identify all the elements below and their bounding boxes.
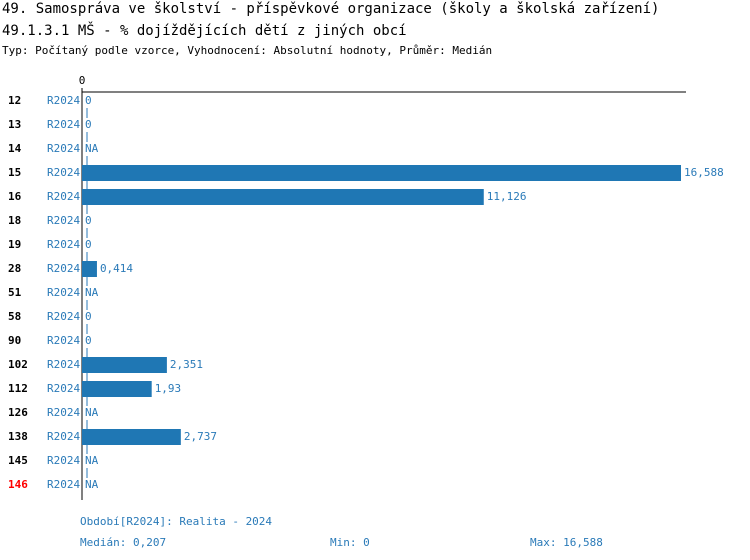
series-label: R2024 [47,358,80,371]
value-label: 11,126 [487,190,527,203]
category-label: 16 [8,190,22,203]
series-label: R2024 [47,214,80,227]
bar [82,381,152,397]
category-label: 15 [8,166,21,179]
footer-period: Období[R2024]: Realita - 2024 [80,515,272,528]
category-label: 12 [8,94,21,107]
category-label: 18 [8,214,21,227]
value-label: NA [85,454,99,467]
value-label: 0 [85,310,92,323]
category-label: 112 [8,382,28,395]
series-label: R2024 [47,166,80,179]
footer-max: Max: 16,588 [530,536,603,549]
category-label: 58 [8,310,21,323]
chart-note: Typ: Počítaný podle vzorce, Vyhodnocení:… [2,44,492,57]
category-label: 138 [8,430,28,443]
category-label: 126 [8,406,28,419]
value-label: 0 [85,334,92,347]
series-label: R2024 [47,94,80,107]
value-label: 2,737 [184,430,217,443]
value-label: 1,93 [155,382,182,395]
category-label: 145 [8,454,28,467]
footer-min: Min: 0 [330,536,370,549]
bar [82,429,181,445]
chart-subtitle: 49.1.3.1 MŠ - % dojíždějících dětí z jin… [2,21,407,39]
series-label: R2024 [47,454,80,467]
value-label: NA [85,142,99,155]
series-label: R2024 [47,118,80,131]
value-label: 0 [85,238,92,251]
series-label: R2024 [47,334,80,347]
value-label: 2,351 [170,358,203,371]
value-label: NA [85,478,99,491]
category-label: 51 [8,286,22,299]
series-label: R2024 [47,262,80,275]
value-label: 0,414 [100,262,133,275]
series-label: R2024 [47,142,80,155]
bar [82,165,681,181]
value-label: 0 [85,118,92,131]
series-label: R2024 [47,238,80,251]
bar [82,189,484,205]
series-label: R2024 [47,430,80,443]
category-label: 19 [8,238,21,251]
x-tick-label: 0 [79,74,86,87]
series-label: R2024 [47,382,80,395]
series-label: R2024 [47,478,80,491]
category-label: 14 [8,142,22,155]
category-label: 102 [8,358,28,371]
category-label: 13 [8,118,21,131]
series-label: R2024 [47,310,80,323]
series-label: R2024 [47,190,80,203]
value-label: 16,588 [684,166,724,179]
chart-title: 49. Samospráva ve školství - příspěvkové… [2,1,659,17]
bar [82,357,167,373]
value-label: NA [85,406,99,419]
bar [82,261,97,277]
category-label: 28 [8,262,21,275]
value-label: 0 [85,214,92,227]
category-label: 90 [8,334,21,347]
series-label: R2024 [47,286,80,299]
series-label: R2024 [47,406,80,419]
value-label: 0 [85,94,92,107]
category-label: 146 [8,478,28,491]
footer-median: Medián: 0,207 [80,536,166,549]
value-label: NA [85,286,99,299]
